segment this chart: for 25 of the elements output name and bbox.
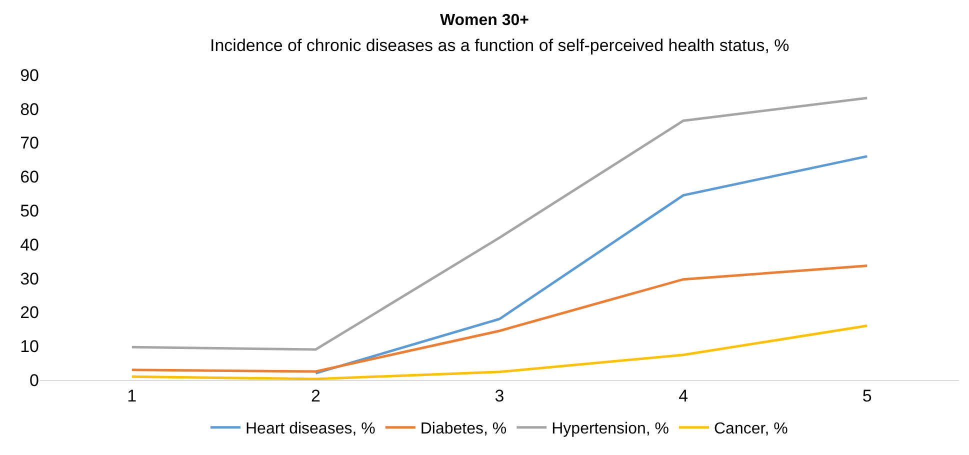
legend-label: Heart diseases, %: [246, 420, 376, 438]
x-tick-label: 2: [310, 386, 320, 406]
legend-label: Cancer, %: [714, 420, 788, 438]
y-tick-label: 20: [20, 303, 39, 322]
y-tick-label: 40: [20, 235, 39, 254]
x-tick-label: 3: [494, 386, 504, 406]
y-tick-label: 10: [20, 337, 39, 356]
y-tick-label: 30: [20, 269, 39, 288]
chart-subtitle: Incidence of chronic diseases as a function of self-perceived health status, %: [210, 36, 790, 55]
y-tick-label: 0: [30, 370, 39, 390]
legend-label: Hypertension, %: [552, 420, 669, 438]
x-tick-label: 4: [678, 386, 688, 406]
y-tick-label: 90: [20, 66, 39, 85]
x-tick-label: 5: [862, 386, 872, 406]
y-tick-label: 80: [20, 100, 39, 119]
line-series: [130, 96, 868, 351]
x-tick-label: 1: [127, 386, 137, 406]
chart-title: Women 30+: [440, 12, 530, 29]
y-tick-label: 70: [20, 134, 39, 153]
legend-label: Diabetes, %: [420, 420, 507, 438]
y-tick-label: 50: [20, 202, 39, 221]
line-series: [314, 155, 868, 374]
line-series: [130, 264, 868, 373]
line-series: [130, 324, 868, 380]
y-tick-label: 60: [20, 168, 39, 187]
